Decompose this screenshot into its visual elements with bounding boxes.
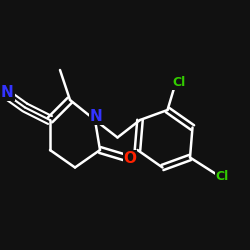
Text: O: O — [124, 151, 136, 166]
Text: N: N — [90, 109, 103, 124]
Text: Cl: Cl — [172, 76, 186, 89]
Text: Cl: Cl — [216, 170, 229, 183]
Text: N: N — [1, 85, 14, 100]
